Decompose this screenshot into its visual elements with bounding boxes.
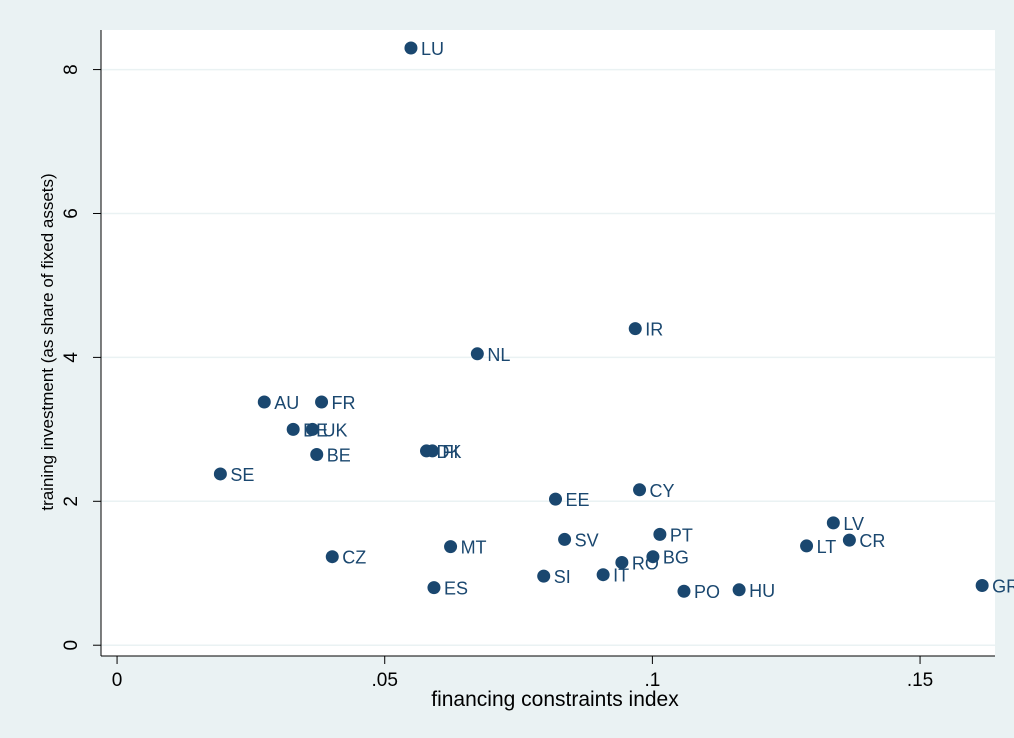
point-label: SI xyxy=(554,567,571,587)
data-point xyxy=(325,550,339,564)
point-label: BE xyxy=(327,446,351,466)
y-tick-label: 4 xyxy=(61,352,82,363)
data-point xyxy=(628,322,642,336)
point-label: FR xyxy=(332,393,356,413)
point-label: SV xyxy=(575,530,599,550)
data-point xyxy=(425,444,439,458)
point-label: PO xyxy=(694,582,720,602)
data-point xyxy=(213,467,227,481)
point-label: DK xyxy=(436,442,461,462)
point-label: CY xyxy=(650,481,675,501)
point-label: ES xyxy=(444,579,468,599)
data-point xyxy=(470,347,484,361)
point-label: PT xyxy=(670,525,693,545)
data-point xyxy=(596,568,610,582)
point-label: SE xyxy=(230,465,254,485)
x-tick-label: .1 xyxy=(644,670,660,691)
point-label: AU xyxy=(274,393,299,413)
point-label: NL xyxy=(487,345,510,365)
point-label: CR xyxy=(859,531,885,551)
point-label: LU xyxy=(421,39,444,59)
data-point xyxy=(548,492,562,506)
data-point xyxy=(633,483,647,497)
data-point xyxy=(404,41,418,55)
point-label: IT xyxy=(613,566,629,586)
data-point xyxy=(842,533,856,547)
point-label: FI xyxy=(442,442,458,462)
x-axis-title: financing constraints index xyxy=(431,688,679,711)
data-point xyxy=(800,539,814,553)
x-tick-label: 0 xyxy=(112,670,123,691)
point-label: IR xyxy=(645,320,663,340)
data-point xyxy=(305,422,319,436)
x-tick-label: .15 xyxy=(907,670,933,691)
y-tick-label: 8 xyxy=(61,64,82,75)
point-label: GR xyxy=(992,576,1014,596)
data-point xyxy=(653,527,667,541)
y-tick-label: 2 xyxy=(61,496,82,507)
data-points: LUIRNLAUFRDEUKBEDKFISECYEELVPTSVCRLTMTCZ… xyxy=(213,39,1014,602)
plot-area xyxy=(101,30,995,656)
data-point xyxy=(444,540,458,554)
data-point xyxy=(677,584,691,598)
x-tick-label: .05 xyxy=(372,670,398,691)
data-point xyxy=(558,532,572,546)
data-point xyxy=(615,555,629,569)
point-label: HU xyxy=(749,581,775,601)
point-label: MT xyxy=(461,538,487,558)
data-point xyxy=(537,569,551,583)
data-point xyxy=(257,395,271,409)
data-point xyxy=(646,550,660,564)
point-label: EE xyxy=(565,490,589,510)
data-point xyxy=(975,578,989,592)
axes: 0 2 4 6 8 0 .05 .1 .15 xyxy=(61,30,995,691)
data-point xyxy=(732,583,746,597)
point-label: LV xyxy=(843,514,864,534)
data-point xyxy=(826,516,840,530)
data-point xyxy=(286,422,300,436)
grid-lines xyxy=(101,68,995,646)
point-label: CZ xyxy=(342,548,366,568)
data-point xyxy=(427,581,441,595)
y-tick-label: 0 xyxy=(61,640,82,651)
y-tick-label: 6 xyxy=(61,208,82,219)
y-axis-title: training investment (as share of fixed a… xyxy=(38,173,57,510)
point-label: RO xyxy=(632,553,659,573)
point-label: LT xyxy=(817,537,837,557)
data-point xyxy=(315,395,329,409)
point-label: BG xyxy=(663,548,689,568)
point-label: UK xyxy=(322,420,347,440)
data-point xyxy=(310,448,324,462)
